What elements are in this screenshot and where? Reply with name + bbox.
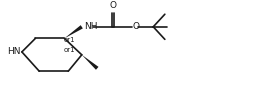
Text: HN: HN — [7, 47, 21, 56]
Polygon shape — [82, 55, 98, 70]
Text: O: O — [109, 1, 116, 10]
Text: or1: or1 — [63, 37, 75, 43]
Polygon shape — [64, 25, 83, 38]
Text: NH: NH — [84, 22, 97, 31]
Text: O: O — [133, 22, 140, 31]
Text: or1: or1 — [63, 47, 75, 53]
